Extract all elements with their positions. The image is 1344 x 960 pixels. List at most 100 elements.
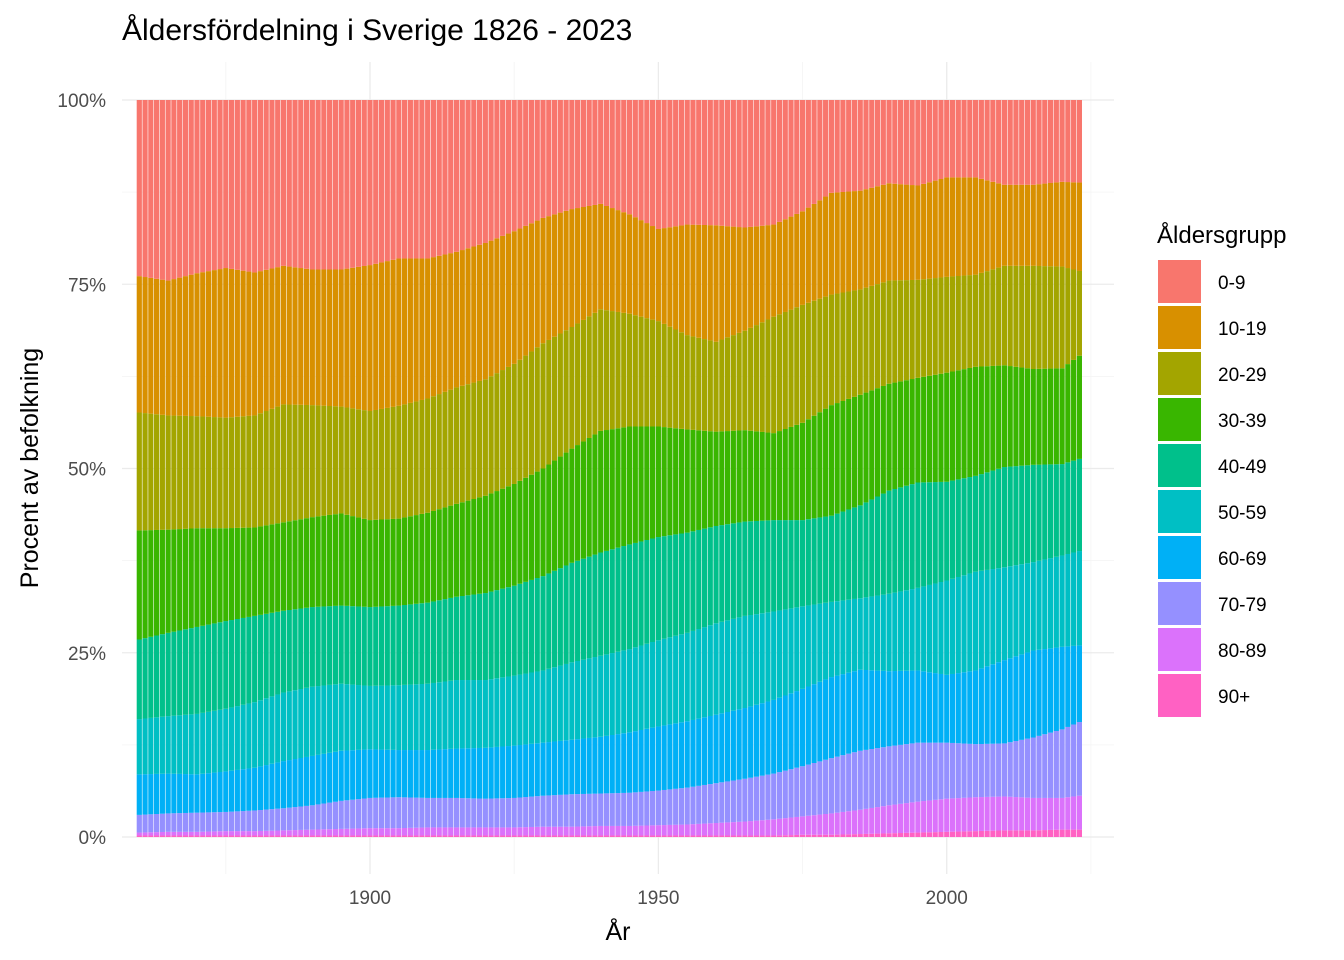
bar-segment (823, 296, 829, 409)
bar-segment (655, 790, 661, 826)
bar-segment (730, 100, 736, 227)
bar-segment (1001, 660, 1008, 744)
bar-segment (880, 100, 886, 185)
bar-segment (494, 491, 500, 591)
bar-segment (482, 100, 488, 243)
bar-segment (1001, 100, 1008, 185)
bar-segment (136, 412, 142, 531)
bar-segment (592, 204, 598, 313)
bar-segment (690, 824, 696, 836)
bar-segment (142, 835, 148, 837)
bar-segment (996, 183, 1002, 268)
bar-segment (805, 302, 811, 420)
bar-segment (338, 683, 344, 751)
bar-segment (817, 834, 823, 837)
bar-segment (321, 100, 327, 270)
bar-segment (234, 527, 240, 619)
bar-segment (425, 512, 431, 603)
bar-segment (834, 812, 840, 835)
bar-segment (188, 812, 194, 832)
bar-segment (448, 253, 454, 390)
bar-segment (1024, 368, 1031, 466)
bar-segment (903, 280, 909, 381)
bar-segment (898, 670, 904, 745)
bar-segment (563, 794, 569, 827)
bar-segment (315, 100, 321, 270)
bar-segment (1053, 100, 1059, 183)
bar-segment (327, 829, 333, 836)
bar-segment (701, 823, 708, 836)
bar-segment (886, 746, 892, 806)
bar-segment (644, 791, 650, 826)
bar-segment (563, 835, 569, 837)
bar-segment (448, 797, 454, 828)
bar-segment (805, 686, 811, 765)
bar-segment (776, 221, 783, 315)
bar-segment (263, 613, 269, 699)
bar-segment (465, 748, 471, 799)
bar-segment (874, 807, 881, 834)
bar-segment (528, 835, 535, 837)
bar-segment (332, 514, 338, 606)
bar-segment (1019, 265, 1025, 368)
bar-segment (967, 831, 973, 837)
bar-segment (263, 835, 269, 837)
bar-segment (442, 100, 448, 255)
bar-segment (1007, 566, 1013, 659)
bar-segment (448, 748, 454, 798)
bar-segment (298, 689, 304, 758)
bar-segment (765, 612, 771, 702)
bar-segment (154, 814, 160, 833)
bar-segment (257, 271, 264, 414)
bar-segment (298, 806, 304, 830)
bar-segment (442, 599, 448, 682)
bar-segment (298, 757, 304, 807)
bar-segment (182, 100, 189, 277)
bar-segment (523, 355, 529, 478)
bar-segment (494, 238, 500, 374)
bar-segment (615, 428, 621, 548)
bar-segment (188, 528, 194, 629)
bar-segment (828, 758, 834, 814)
bar-segment (776, 520, 783, 611)
bar-segment (551, 570, 558, 668)
bar-segment (667, 637, 673, 725)
bar-segment (1042, 734, 1048, 798)
bar-segment (442, 827, 448, 836)
bar-segment (1047, 182, 1054, 267)
bar-segment (275, 611, 281, 695)
bar-segment (661, 725, 667, 790)
bar-segment (828, 100, 834, 193)
bar-segment (344, 514, 350, 606)
bar-segment (990, 743, 996, 797)
bar-segment (459, 835, 465, 837)
bar-segment (586, 793, 592, 827)
bar-segment (863, 808, 869, 834)
bar-segment (788, 216, 794, 310)
bar-segment (378, 262, 385, 409)
bar-segment (1030, 464, 1036, 563)
bar-segment (638, 100, 644, 221)
bar-segment (598, 825, 604, 836)
bar-segment (263, 269, 269, 412)
bar-segment (177, 773, 183, 814)
bar-segment (615, 210, 621, 312)
bar-segment (944, 831, 950, 837)
bar-segment (603, 835, 610, 837)
bar-segment (384, 606, 390, 686)
bar-segment (1013, 797, 1019, 831)
bar-segment (984, 472, 990, 570)
bar-segment (355, 266, 362, 410)
bar-segment (713, 783, 719, 823)
bar-segment (1053, 797, 1059, 830)
bar-segment (171, 715, 177, 774)
bar-segment (1047, 732, 1054, 798)
bar-segment (961, 369, 967, 479)
bar-segment (280, 610, 287, 693)
bar-segment (776, 818, 783, 836)
bar-segment (655, 426, 661, 538)
bar-segment (171, 631, 177, 716)
bar-segment (286, 404, 292, 522)
bar-segment (252, 810, 258, 832)
bar-segment (748, 100, 754, 227)
